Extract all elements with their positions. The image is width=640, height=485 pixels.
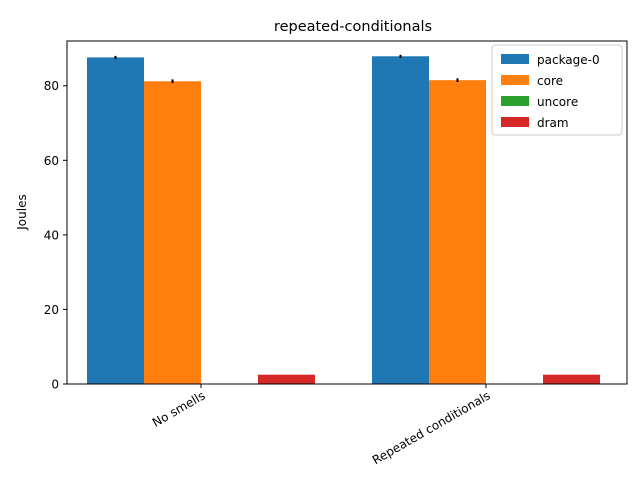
legend-swatch-dram — [501, 117, 529, 127]
legend-label-core: core — [537, 74, 563, 88]
y-tick-label-2: 40 — [44, 228, 59, 242]
legend-label-package-0: package-0 — [537, 53, 600, 67]
x-tick-label-1: Repeated conditionals — [370, 388, 493, 467]
y-tick-label-4: 80 — [44, 79, 59, 93]
legend-label-dram: dram — [537, 116, 569, 130]
y-tick-label-1: 20 — [44, 303, 59, 317]
bar-core-0 — [144, 81, 201, 384]
legend: package-0 core uncore dram — [491, 44, 623, 136]
y-tick-label-3: 60 — [44, 154, 59, 168]
y-tick-label-0: 0 — [51, 378, 59, 392]
bar-package-0-1 — [372, 56, 429, 385]
x-tick-label-0: No smells — [150, 388, 208, 429]
x-axis: No smells Repeated conditionals — [150, 384, 493, 467]
bar-core-1 — [429, 80, 486, 385]
legend-frame — [491, 44, 623, 136]
bar-package-0-0 — [87, 57, 144, 384]
legend-label-uncore: uncore — [537, 95, 578, 109]
legend-swatch-package-0 — [501, 54, 529, 64]
y-axis-label: Joules — [15, 194, 29, 230]
legend-swatch-uncore — [501, 96, 529, 106]
plot-frame — [66, 40, 628, 385]
y-axis: 0 20 40 60 80 — [44, 79, 67, 392]
error-bars-layer — [114, 54, 459, 84]
legend-swatch-core — [501, 75, 529, 85]
bar-dram-0 — [258, 374, 315, 384]
bars-layer — [87, 56, 600, 385]
chart-title: repeated-conditionals — [274, 19, 432, 35]
bar-dram-1 — [543, 374, 600, 384]
